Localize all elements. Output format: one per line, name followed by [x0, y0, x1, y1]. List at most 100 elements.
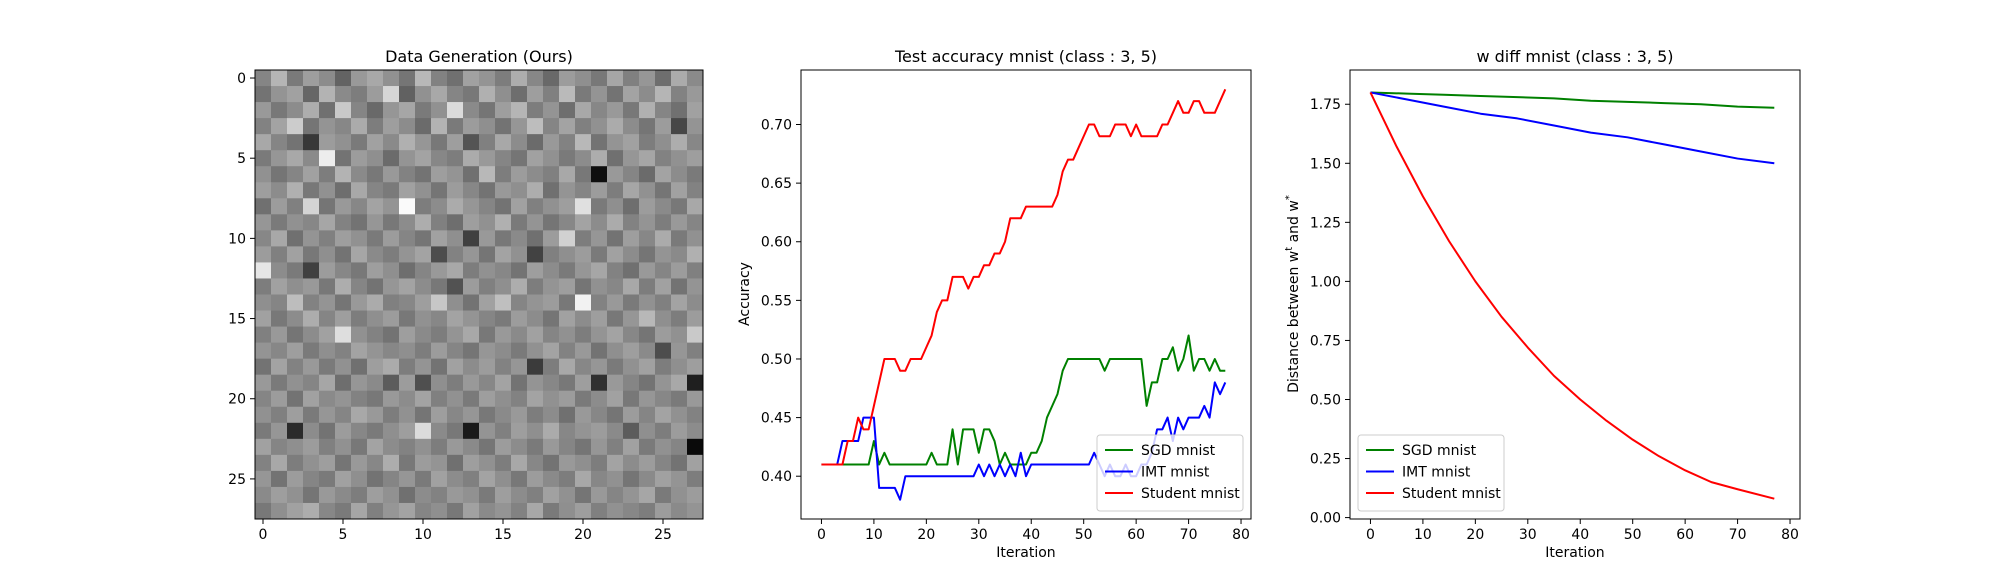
heatmap-cell: [399, 102, 416, 119]
heatmap-cell: [367, 454, 384, 472]
heatmap-cell: [383, 406, 400, 424]
heatmap-cell: [575, 374, 592, 392]
heatmap-cell: [623, 278, 640, 295]
heatmap-cell: [335, 374, 352, 392]
heatmap-cell: [287, 150, 304, 167]
heatmap-cell: [303, 438, 320, 456]
heatmap-cell: [527, 230, 544, 247]
heatmap-cell: [319, 422, 336, 440]
heatmap-cell: [319, 502, 336, 520]
heatmap-cell: [447, 486, 464, 504]
heatmap-cell: [479, 230, 496, 247]
heatmap-cell: [367, 70, 384, 87]
heatmap-cell: [511, 198, 528, 215]
series-line: [821, 88, 1227, 466]
heatmap-cell: [575, 182, 592, 199]
heatmap-cell: [575, 246, 592, 263]
heatmap-cell: [271, 454, 288, 472]
heatmap-cell: [351, 438, 368, 456]
heatmap-cell: [479, 214, 496, 231]
heatmap-cell: [319, 310, 336, 327]
heatmap-cell: [303, 470, 320, 488]
heatmap-cell: [511, 278, 528, 295]
heatmap-cell: [575, 358, 592, 376]
heatmap-cell: [431, 198, 448, 215]
heatmap-cell: [655, 246, 672, 263]
heatmap-cell: [671, 214, 688, 231]
heatmap-cell: [447, 294, 464, 311]
heatmap-cell: [287, 422, 304, 440]
heatmap-cell: [639, 246, 656, 263]
x-tick-label: 80: [1781, 527, 1799, 543]
heatmap-cell: [655, 182, 672, 199]
heatmap-cell: [575, 390, 592, 408]
heatmap-cell: [383, 214, 400, 231]
heatmap-cell: [495, 326, 512, 344]
heatmap-cell: [319, 150, 336, 167]
heatmap-cell: [591, 358, 608, 376]
heatmap-cell: [287, 182, 304, 199]
heatmap-cell: [415, 358, 432, 376]
heatmap-cell: [319, 294, 336, 311]
series-line: [821, 381, 1227, 501]
heatmap-cell: [431, 374, 448, 392]
heatmap-cell: [671, 166, 688, 183]
heatmap-cell: [447, 454, 464, 472]
heatmap-cell: [367, 166, 384, 183]
x-tick-label: 5: [339, 527, 348, 543]
heatmap-cell: [543, 86, 560, 103]
heatmap-cell: [255, 198, 272, 215]
heatmap-cell: [495, 262, 512, 279]
heatmap-cell: [351, 342, 368, 360]
heatmap-cell: [335, 262, 352, 279]
heatmap-cell: [623, 262, 640, 279]
heatmap-cell: [351, 502, 368, 520]
heatmap-cell: [303, 118, 320, 135]
heatmap-cell: [255, 166, 272, 183]
heatmap-cell: [527, 86, 544, 103]
heatmap-cell: [255, 454, 272, 472]
heatmap-cell: [415, 294, 432, 311]
heatmap-cell: [335, 214, 352, 231]
heatmap-cell: [623, 390, 640, 408]
heatmap-cell: [575, 102, 592, 119]
heatmap-cell: [527, 342, 544, 360]
heatmap-cell: [511, 406, 528, 424]
heatmap-cell: [687, 198, 704, 215]
heatmap-cell: [255, 502, 272, 520]
legend-box: [1096, 434, 1244, 512]
heatmap-cell: [383, 310, 400, 327]
heatmap-cell: [383, 134, 400, 151]
heatmap-cell: [303, 262, 320, 279]
heatmap-cell: [591, 246, 608, 263]
heatmap-cell: [447, 502, 464, 520]
heatmap-cell: [335, 86, 352, 103]
accuracy-series: [821, 88, 1227, 501]
heatmap-cell: [655, 358, 672, 376]
heatmap-cell: [655, 374, 672, 392]
x-tick-label: 0: [259, 527, 268, 543]
heatmap-cell: [687, 358, 704, 376]
heatmap-cell: [383, 470, 400, 488]
heatmap-cell: [671, 70, 688, 87]
heatmap-cell: [543, 166, 560, 183]
heatmap-cell: [671, 150, 688, 167]
x-tick-label: 20: [917, 527, 935, 543]
heatmap-cell: [447, 182, 464, 199]
heatmap-cell: [351, 310, 368, 327]
heatmap-cell: [399, 166, 416, 183]
heatmap-cell: [431, 70, 448, 87]
heatmap-cell: [543, 470, 560, 488]
heatmap-cell: [575, 262, 592, 279]
y-tick-label: 25: [228, 472, 246, 488]
heatmap-cell: [591, 294, 608, 311]
heatmap-cell: [463, 198, 480, 215]
heatmap-cell: [607, 486, 624, 504]
heatmap-cell: [319, 438, 336, 456]
heatmap-cell: [639, 278, 656, 295]
heatmap-cell: [527, 294, 544, 311]
heatmap-x-ticks: 0 5 10 15 20 25: [259, 519, 672, 543]
heatmap-cell: [527, 150, 544, 167]
heatmap-cell: [639, 326, 656, 344]
accuracy-legend: SGD mnist IMT mnist Student mnist: [1096, 434, 1244, 512]
